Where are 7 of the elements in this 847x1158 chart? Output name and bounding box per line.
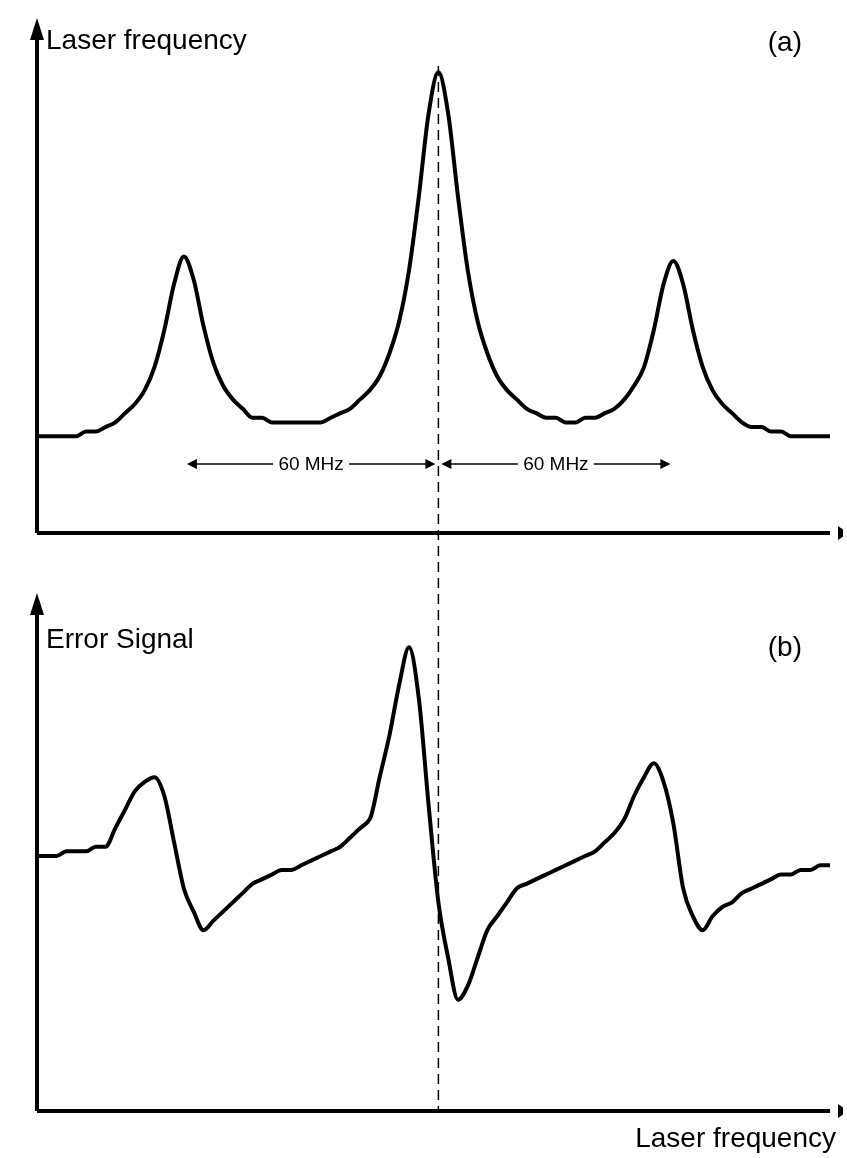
annotation: 60 MHz xyxy=(277,452,345,475)
text: (a) xyxy=(767,26,802,58)
annotation: 60 MHz xyxy=(522,452,590,475)
x-axis-title: Laser frequency xyxy=(635,1122,836,1154)
y-axis-title: Laser frequency xyxy=(46,24,247,56)
annotation: (b) xyxy=(767,631,802,663)
y-axis-title: Error Signal xyxy=(46,623,194,655)
